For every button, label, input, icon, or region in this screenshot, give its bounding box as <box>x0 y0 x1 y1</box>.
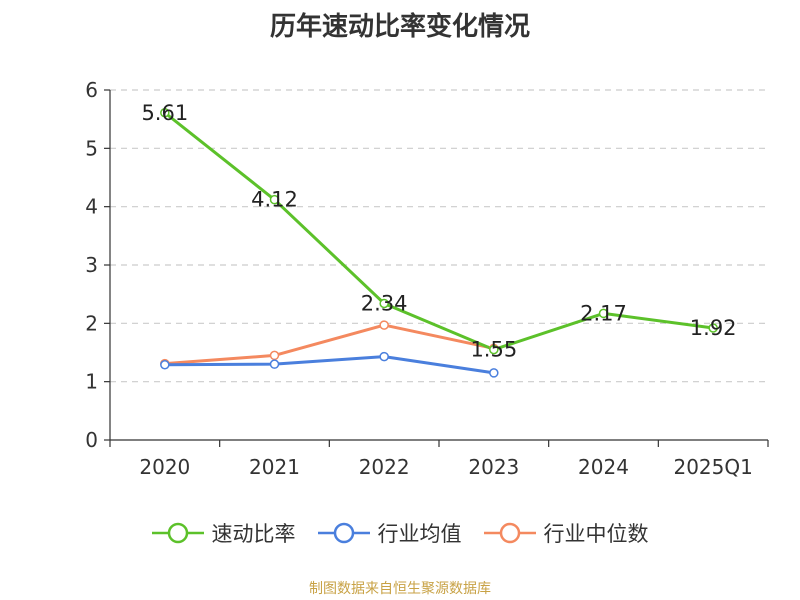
data-labels: 5.61 4.12 2.34 1.55 2.17 1.92 <box>141 101 736 362</box>
data-label: 1.92 <box>690 316 737 340</box>
data-label: 5.61 <box>141 101 188 125</box>
data-label: 1.55 <box>470 338 517 362</box>
series-lines <box>163 111 714 375</box>
data-point <box>489 368 499 378</box>
legend-label: 速动比率 <box>211 522 296 546</box>
y-tick-label: 3 <box>85 253 98 277</box>
legend-marker-icon <box>483 522 536 544</box>
data-point <box>489 344 499 355</box>
axes: 0 1 2 3 4 5 6 2020 2021 2022 2023 2024 2025Q1 <box>85 78 769 479</box>
data-label: 2.17 <box>580 301 627 325</box>
data-point <box>269 359 280 369</box>
data-point <box>160 360 170 370</box>
data-point <box>379 320 389 330</box>
y-tick-label: 0 <box>85 428 98 452</box>
data-point <box>379 351 389 362</box>
data-point <box>379 298 389 309</box>
x-tick-label: 2022 <box>359 455 410 479</box>
y-tick-label: 1 <box>85 370 98 394</box>
source-note: 制图数据来自恒生聚源数据库 <box>309 581 491 597</box>
x-tick-label: 2023 <box>468 455 519 479</box>
legend: 速动比率 行业均值 行业中位数 <box>0 518 800 548</box>
series-line <box>164 323 495 366</box>
y-tick-label: 4 <box>85 195 98 219</box>
legend-label: 行业均值 <box>377 522 462 546</box>
y-tick-label: 6 <box>85 78 98 102</box>
series-points <box>160 108 718 378</box>
data-point <box>708 323 718 333</box>
data-label: 4.12 <box>251 188 298 212</box>
legend-marker-icon <box>317 522 370 544</box>
data-point <box>160 108 170 118</box>
legend-item[interactable]: 行业中位数 <box>483 518 649 548</box>
series-line <box>163 111 714 352</box>
x-tick-label: 2020 <box>139 455 190 479</box>
x-tick-label: 2021 <box>249 455 300 479</box>
legend-marker-icon <box>151 522 204 544</box>
data-point <box>269 350 280 361</box>
data-point <box>598 308 609 319</box>
data-label: 2.34 <box>361 292 408 316</box>
x-tick-label: 2024 <box>578 455 629 479</box>
series-line <box>164 355 495 375</box>
chart-title: 历年速动比率变化情况 <box>269 12 530 42</box>
y-tick-label: 5 <box>85 136 98 160</box>
y-tick-label: 2 <box>85 311 98 335</box>
x-tick-label: 2025Q1 <box>673 455 752 479</box>
legend-item[interactable]: 行业均值 <box>317 518 462 548</box>
legend-item[interactable]: 速动比率 <box>151 518 296 548</box>
data-point <box>269 194 280 205</box>
legend-label: 行业中位数 <box>543 522 649 546</box>
